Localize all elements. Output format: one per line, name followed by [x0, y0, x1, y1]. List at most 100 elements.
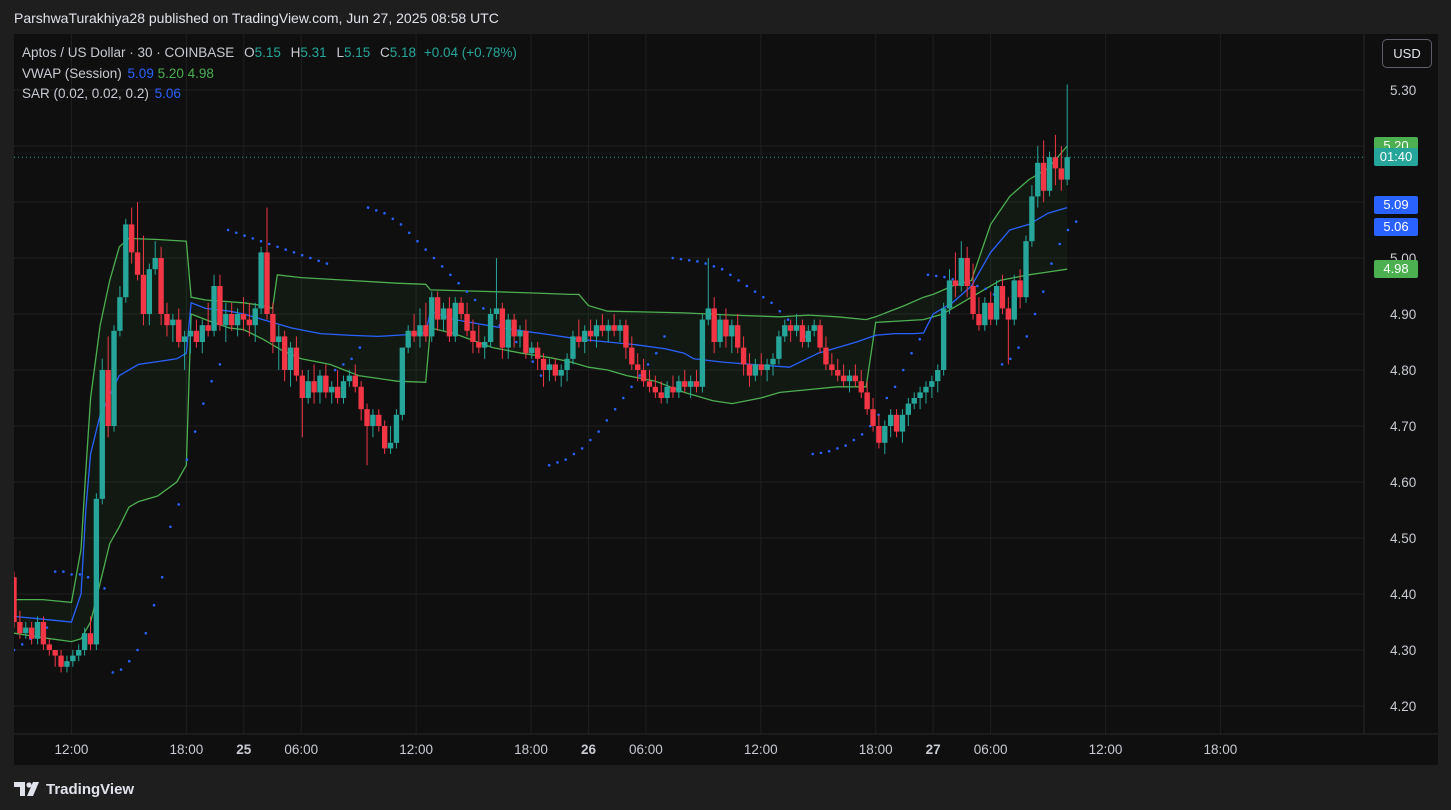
- candle-body: [211, 286, 217, 331]
- candle-body: [976, 314, 982, 326]
- sar-dot: [720, 267, 724, 271]
- sar-dot: [926, 273, 930, 277]
- legend-vwap-value: 5.09: [127, 65, 154, 81]
- sar-dot: [111, 671, 115, 674]
- sar-dot: [778, 309, 782, 313]
- sar-dot: [169, 525, 172, 529]
- legend-vwap-lower-value: 4.98: [187, 65, 214, 81]
- sar-dot: [819, 451, 823, 455]
- sar-dot: [276, 245, 279, 249]
- candle-body: [1040, 162, 1047, 191]
- sar-dot: [580, 447, 584, 450]
- legend-vwap-label[interactable]: VWAP (Session): [22, 65, 122, 81]
- candle-body: [893, 414, 900, 432]
- legend-high-value: 5.31: [300, 45, 327, 60]
- x-tick-label: 12:00: [399, 742, 433, 757]
- candle-body: [134, 252, 141, 275]
- candle-body: [493, 308, 500, 314]
- x-tick-label: 18:00: [169, 742, 203, 757]
- y-tick-label: 4.20: [1390, 699, 1416, 714]
- sar-dot: [177, 503, 180, 506]
- candle-body: [140, 274, 147, 314]
- sar-dot: [193, 430, 197, 433]
- candle-body: [993, 286, 1000, 320]
- candle-body: [840, 375, 847, 382]
- candle-body: [387, 442, 394, 449]
- sar-dot: [127, 659, 131, 663]
- candle-body: [829, 364, 835, 370]
- candle-body: [393, 414, 400, 443]
- candle-body: [217, 286, 223, 326]
- candle-body: [846, 375, 853, 382]
- sar-dot: [934, 274, 938, 278]
- sar-dot: [70, 573, 73, 576]
- sar-dot: [226, 228, 230, 232]
- candle-body: [364, 409, 370, 426]
- candle-body: [23, 627, 29, 634]
- sar-dot: [753, 290, 757, 293]
- candle-body: [652, 386, 659, 393]
- sar-dot: [78, 573, 82, 576]
- sar-dot: [1058, 242, 1062, 246]
- sar-dot: [976, 284, 979, 288]
- x-tick-label: 18:00: [859, 742, 893, 757]
- sar-dot: [210, 379, 213, 383]
- candle-body: [464, 314, 470, 331]
- sar-dot: [572, 452, 576, 456]
- candle-body: [17, 622, 23, 634]
- sar-dot: [1000, 363, 1004, 366]
- sar-dot: [786, 318, 790, 321]
- sar-dot: [556, 461, 559, 464]
- candle-body: [1064, 157, 1070, 180]
- candle-body: [152, 258, 158, 270]
- sar-dot: [605, 419, 609, 422]
- sar-dot: [885, 396, 889, 400]
- x-tick-label: 06:00: [629, 742, 663, 757]
- currency-button[interactable]: USD: [1382, 39, 1432, 68]
- legend-symbol-row: Aptos / US Dollar · 30 · COINBASE O5.15 …: [22, 43, 517, 64]
- candle-body: [170, 319, 176, 326]
- price-chart[interactable]: 4.204.304.404.504.604.704.804.905.005.10…: [14, 34, 1438, 765]
- candle-body: [299, 375, 305, 398]
- candle-body: [505, 319, 511, 348]
- candle-body: [487, 314, 494, 342]
- candle-body: [676, 381, 682, 393]
- sar-dot: [333, 368, 337, 372]
- sar-dot: [836, 447, 839, 450]
- candle-body: [623, 325, 629, 348]
- legend-symbol[interactable]: Aptos / US Dollar · 30 · COINBASE: [22, 45, 235, 60]
- candle-body: [40, 622, 47, 645]
- candle-body: [376, 414, 382, 426]
- candle-body: [405, 330, 411, 348]
- candle-body: [323, 375, 329, 393]
- sar-dot: [844, 444, 847, 447]
- candle-body: [899, 414, 906, 432]
- candle-body: [358, 386, 364, 410]
- sar-dot: [679, 257, 683, 261]
- legend-vwap-upper-value: 5.20: [157, 65, 184, 81]
- sar-dot: [852, 438, 856, 442]
- chart-area[interactable]: 4.204.304.404.504.604.704.804.905.005.10…: [14, 34, 1438, 765]
- sar-dot: [325, 262, 329, 265]
- candle-body: [1005, 308, 1012, 320]
- sar-dot: [514, 340, 518, 344]
- sar-dot: [152, 603, 156, 607]
- candle-body: [605, 325, 611, 331]
- legend-change: +0.04 (+0.78%): [423, 45, 517, 60]
- candle-body: [34, 622, 41, 639]
- sar-dot: [391, 217, 395, 221]
- sar-dot: [416, 239, 419, 243]
- candle-body: [964, 258, 970, 286]
- candle-body: [523, 330, 529, 354]
- vwap-line: [14, 206, 1068, 623]
- sar-dot: [597, 430, 600, 433]
- candle-body: [599, 325, 606, 331]
- candle-body: [14, 577, 17, 622]
- candle-body: [1011, 280, 1017, 320]
- candle-body: [281, 336, 288, 370]
- legend-sar-label[interactable]: SAR (0.02, 0.02, 0.2): [22, 86, 149, 101]
- candle-body: [787, 325, 794, 331]
- candle-body: [458, 302, 464, 314]
- candle-body: [793, 325, 800, 331]
- x-tick-label: 26: [581, 742, 597, 757]
